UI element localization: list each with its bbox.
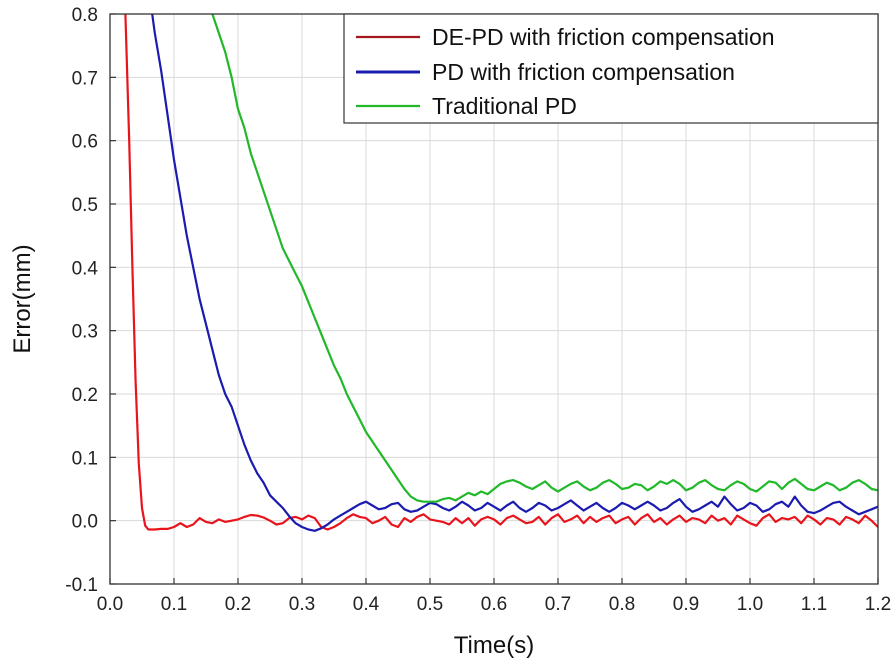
series-line-traditional-pd	[211, 14, 878, 503]
x-tick-label: 1.0	[737, 594, 763, 615]
y-tick-label: 0.6	[72, 132, 98, 153]
x-tick-label: 0.7	[545, 594, 571, 615]
x-tick-label: 0.2	[225, 594, 251, 615]
axis-ticks	[109, 13, 879, 585]
x-axis-title: Time(s)	[454, 632, 534, 659]
series-line-pd	[151, 14, 878, 532]
y-tick-label: 0.0	[72, 512, 98, 533]
y-tick-label: 0.8	[72, 5, 98, 26]
x-tick-label: 0.8	[609, 594, 635, 615]
x-tick-label: 1.2	[865, 594, 891, 615]
y-tick-label: -0.1	[65, 575, 98, 596]
y-tick-label: 0.3	[72, 322, 98, 343]
x-tick-label: 0.9	[673, 594, 699, 615]
x-tick-label: 0.5	[417, 594, 443, 615]
y-tick-label: 0.4	[72, 258, 99, 279]
series-line-de-pd	[124, 14, 878, 531]
x-tick-label: 1.1	[801, 594, 827, 615]
series-lines	[124, 14, 878, 532]
x-tick-label: 0.0	[97, 594, 123, 615]
legend-label-pd: PD with friction compensation	[432, 59, 735, 85]
legend: DE-PD with friction compensation PD with…	[343, 13, 879, 124]
y-tick-label: 0.7	[72, 68, 98, 89]
x-axis-tick-labels: 0.0 0.1 0.2 0.3 0.4 0.5 0.6 0.7 0.8 0.9 1.0 1.1 1.2	[97, 594, 891, 615]
legend-label-de-pd: DE-PD with friction compensation	[432, 24, 775, 50]
x-tick-label: 0.3	[289, 594, 315, 615]
x-tick-label: 0.4	[353, 594, 380, 615]
x-tick-label: 0.1	[161, 594, 187, 615]
x-tick-label: 0.6	[481, 594, 507, 615]
y-tick-label: 0.2	[72, 385, 98, 406]
y-tick-label: 0.5	[72, 195, 98, 216]
y-tick-label: 0.1	[72, 448, 98, 469]
y-axis-tick-labels: -0.1 0.0 0.1 0.2 0.3 0.4 0.5 0.6 0.7 0.8	[65, 5, 98, 596]
legend-box	[343, 13, 879, 124]
legend-label-traditional-pd: Traditional PD	[432, 93, 577, 119]
y-axis-title: Error(mm)	[9, 244, 36, 353]
